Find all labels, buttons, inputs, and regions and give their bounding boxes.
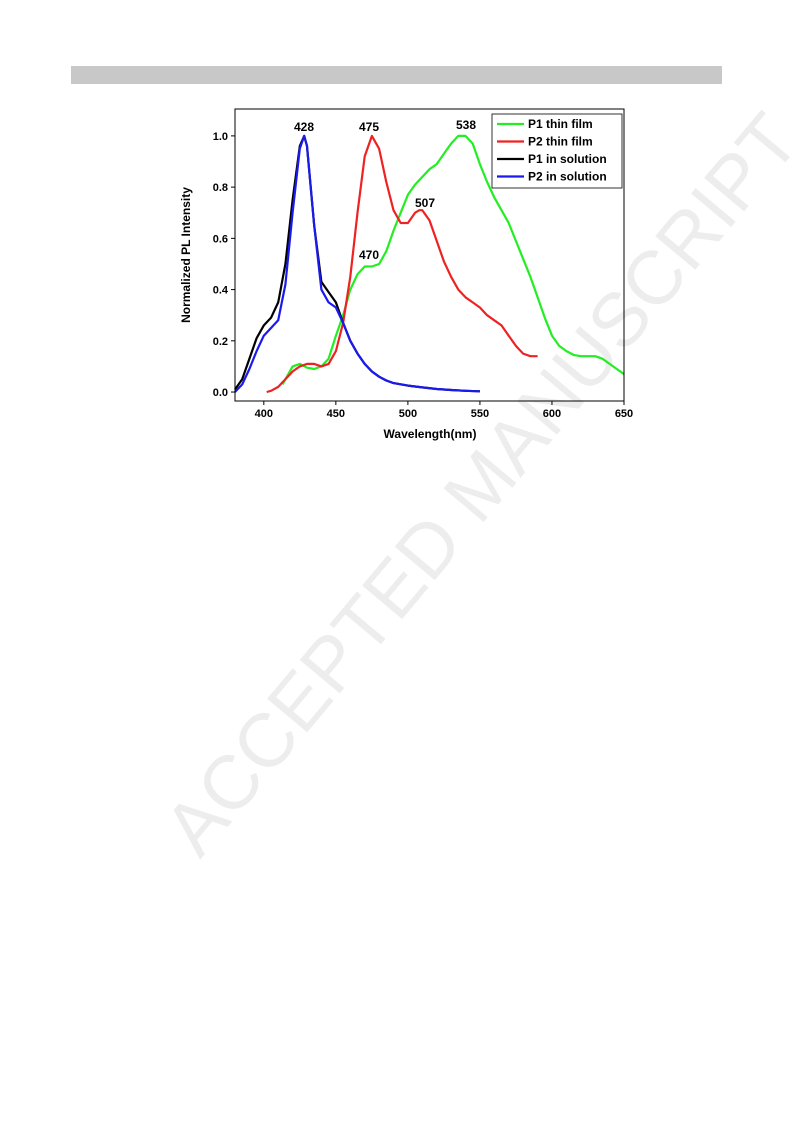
- x-tick-label: 550: [471, 408, 489, 420]
- legend-label: P2 thin film: [528, 135, 593, 149]
- y-tick-label: 0.8: [213, 182, 228, 194]
- x-tick-label: 450: [327, 408, 345, 420]
- peak-label: 475: [359, 120, 379, 134]
- y-tick-label: 0.2: [213, 336, 228, 348]
- x-axis-title: Wavelength(nm): [384, 427, 477, 441]
- y-tick-label: 1.0: [213, 131, 228, 143]
- y-tick-label: 0.0: [213, 387, 228, 399]
- x-tick-label: 400: [255, 408, 273, 420]
- x-tick-label: 500: [399, 408, 417, 420]
- plot-frame: [234, 108, 625, 402]
- x-tick-label: 650: [615, 408, 633, 420]
- legend-label: P1 in solution: [528, 152, 607, 166]
- line-series: [234, 134, 480, 393]
- peak-label: 538: [456, 118, 476, 132]
- y-tick-label: 0.4: [213, 285, 229, 297]
- peak-label: 507: [415, 196, 435, 210]
- legend-label: P2 in solution: [528, 170, 607, 184]
- peak-label: 470: [359, 248, 379, 262]
- peak-label: 428: [294, 120, 314, 134]
- line-series: [266, 134, 538, 394]
- y-axis-title: Normalized PL Intensity: [179, 187, 193, 323]
- y-tick-label: 0.6: [213, 233, 228, 245]
- legend-label: P1 thin film: [528, 117, 593, 131]
- header-bar: [71, 66, 722, 84]
- x-tick-label: 600: [543, 408, 561, 420]
